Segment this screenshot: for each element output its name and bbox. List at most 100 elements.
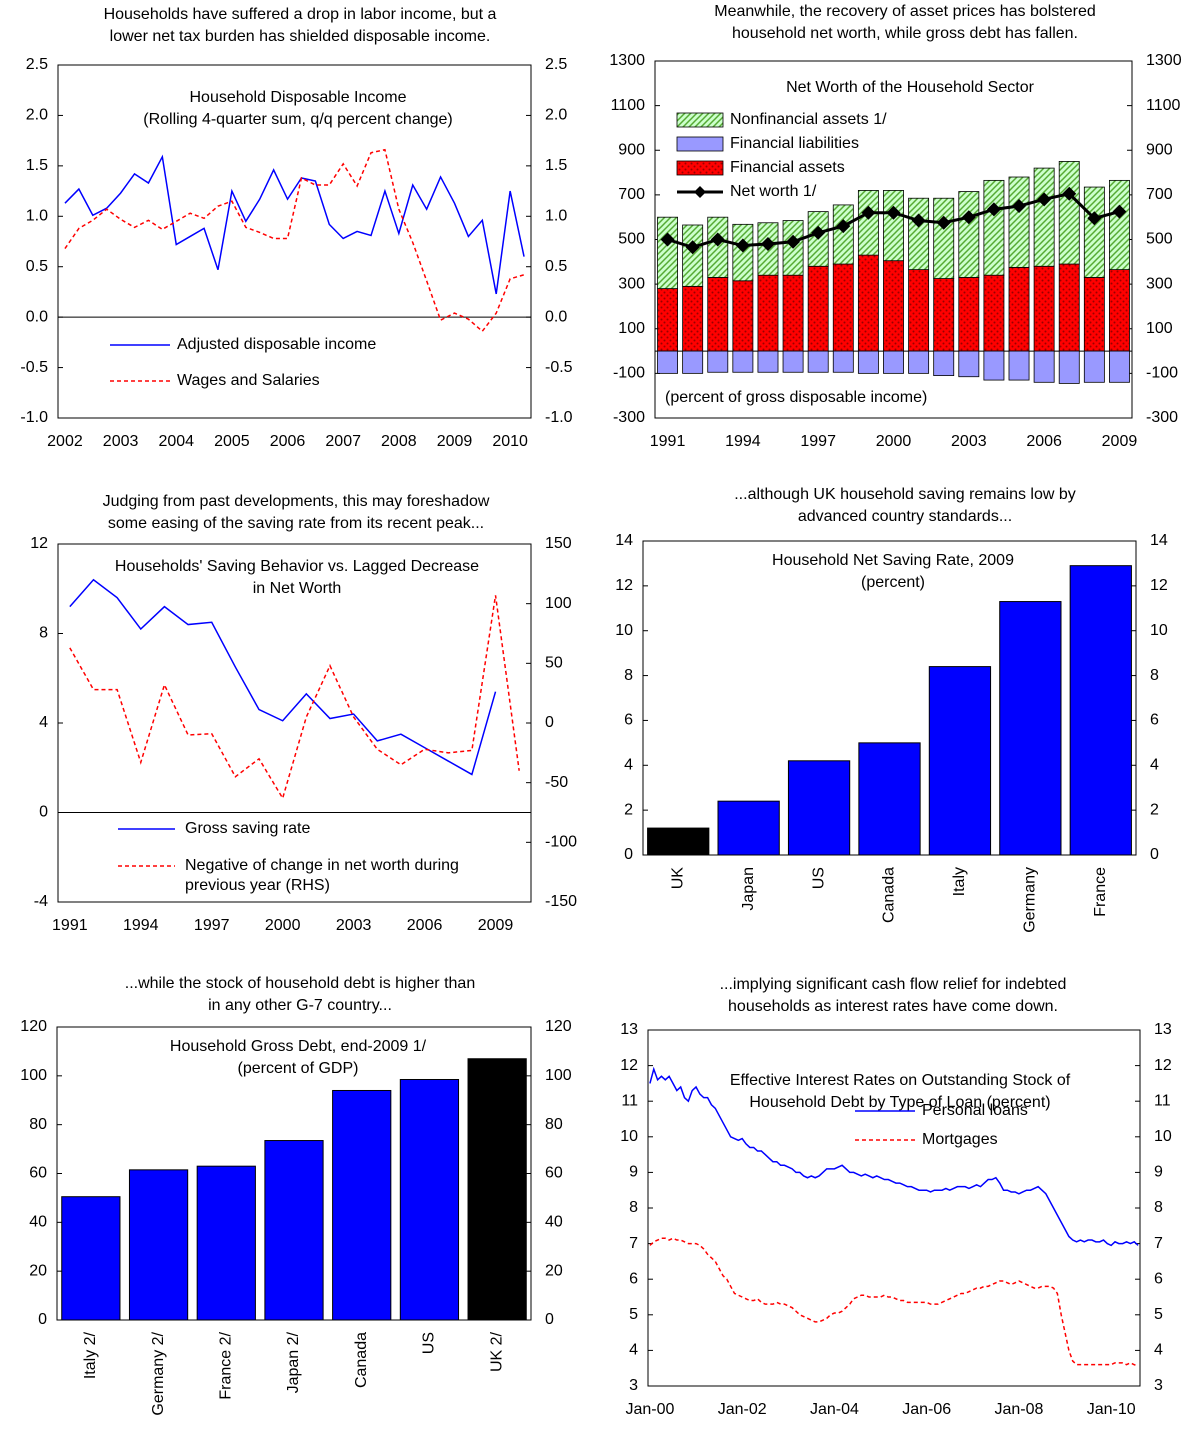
- x-tick-label: 2006: [407, 917, 443, 934]
- line-marker: [1087, 211, 1102, 226]
- bar: [647, 827, 710, 856]
- chart-caption: ...while the stock of household debt is …: [125, 975, 475, 992]
- plot-title: (percent): [861, 574, 925, 591]
- x-tick-label: 2003: [103, 433, 139, 450]
- y-tick-label: -0.5: [20, 359, 48, 376]
- line-marker: [1112, 204, 1127, 219]
- x-tick-label: US: [810, 867, 827, 889]
- bar: [399, 1078, 460, 1321]
- bar-segment: [933, 197, 955, 279]
- chart-caption: advanced country standards...: [798, 508, 1012, 525]
- x-tick-label: 2006: [1026, 433, 1062, 450]
- bar-segment: [908, 350, 930, 374]
- y-right-tick-label: 11: [1154, 1092, 1171, 1109]
- plot-title: Household Disposable Income: [189, 89, 406, 106]
- x-tick-label: 2002: [47, 433, 83, 450]
- y-tick-label: 10: [615, 622, 633, 639]
- y-tick-label: 12: [620, 1057, 638, 1074]
- bar: [1069, 565, 1132, 856]
- legend-label: Mortgages: [922, 1131, 998, 1148]
- line-marker: [986, 202, 1001, 217]
- bar-segment: [908, 269, 930, 352]
- bar: [928, 666, 992, 856]
- x-tick-label: Italy 2/: [82, 1331, 99, 1379]
- y-tick-label: 12: [615, 577, 633, 594]
- x-tick-label: 1997: [800, 433, 836, 450]
- y-right-tick-label: 80: [545, 1116, 563, 1133]
- y-right-tick-label: 1.0: [545, 208, 567, 225]
- bar-segment: [933, 278, 955, 352]
- bar-segment: [782, 274, 804, 352]
- y2-tick-label: -150: [545, 893, 577, 910]
- y-right-tick-label: -0.5: [545, 359, 573, 376]
- bar-segment: [958, 277, 980, 352]
- line-marker: [811, 225, 826, 240]
- plot-title: Household Net Saving Rate, 2009: [772, 552, 1014, 569]
- y-right-tick-label: 10: [1154, 1128, 1172, 1145]
- y-tick-label: 60: [29, 1165, 47, 1182]
- line-series: [69, 578, 497, 776]
- line-marker: [685, 240, 700, 255]
- bar: [264, 1140, 324, 1321]
- y2-tick-label: -100: [545, 834, 577, 851]
- x-tick-label: 2007: [325, 433, 361, 450]
- y-tick-label: 9: [629, 1164, 638, 1181]
- bar-segment: [1083, 277, 1105, 352]
- y-tick-label: 100: [20, 1067, 47, 1084]
- bar: [128, 1169, 189, 1321]
- x-tick-label: 2009: [1102, 433, 1138, 450]
- y-right-tick-label: 2.5: [545, 56, 567, 73]
- y-tick-label: 100: [618, 320, 645, 337]
- chart-caption: ...although UK household saving remains …: [734, 486, 1076, 503]
- bar-segment: [1109, 269, 1130, 352]
- y2-tick-label: 150: [545, 535, 572, 552]
- bar-segment: [933, 350, 955, 377]
- x-tick-label: 2009: [478, 917, 514, 934]
- x-tick-label: France: [1092, 867, 1109, 917]
- y-tick-label: 300: [618, 275, 645, 292]
- line-marker: [760, 236, 775, 251]
- y-tick-label: 0.5: [26, 258, 48, 275]
- legend-label: Gross saving rate: [185, 820, 311, 837]
- y-right-tick-label: 100: [1146, 320, 1173, 337]
- y-tick-label: 120: [20, 1018, 47, 1035]
- bar-segment: [1008, 350, 1030, 381]
- y-right-tick-label: 10: [1150, 622, 1168, 639]
- plot-title: in Net Worth: [253, 580, 342, 597]
- y-tick-label: 2.0: [26, 107, 48, 124]
- y-right-tick-label: -1.0: [545, 409, 573, 426]
- y-right-tick-label: 12: [1150, 577, 1168, 594]
- bar-segment: [1058, 263, 1080, 352]
- legend-box: Negative of change in net worth during p…: [185, 857, 459, 894]
- bar-segment: [707, 350, 729, 373]
- y-tick-label: 80: [29, 1116, 47, 1133]
- x-tick-label: 1994: [123, 917, 159, 934]
- bar-segment: [857, 350, 879, 374]
- y-right-tick-label: 12: [1154, 1057, 1172, 1074]
- legend-label: Negative of change in net worth during p…: [185, 857, 459, 894]
- x-tick-label: UK 2/: [488, 1331, 505, 1372]
- bar-segment: [832, 204, 854, 265]
- y-tick-label: 0: [624, 846, 633, 863]
- y-right-tick-label: 20: [545, 1262, 563, 1279]
- x-tick-label: 2000: [265, 917, 301, 934]
- y-tick-label: 40: [29, 1214, 47, 1231]
- plot-title: Household Gross Debt, end-2009 1/: [170, 1038, 427, 1055]
- x-tick-label: Jan-08: [994, 1401, 1043, 1418]
- x-tick-label: 2009: [437, 433, 473, 450]
- y-right-tick-label: 1.5: [545, 157, 567, 174]
- y-tick-label: 500: [618, 231, 645, 248]
- plot-note: (percent of gross disposable income): [665, 389, 927, 406]
- chart-caption: lower net tax burden has shielded dispos…: [110, 28, 491, 45]
- bar-segment: [1109, 179, 1130, 271]
- y2-tick-label: 100: [545, 595, 572, 612]
- bar: [61, 1196, 121, 1321]
- y-right-tick-label: 120: [545, 1018, 572, 1035]
- y-right-tick-label: 100: [545, 1067, 572, 1084]
- y-right-tick-label: 7: [1154, 1235, 1163, 1252]
- line-marker: [836, 219, 851, 234]
- y-tick-label: 1.0: [26, 208, 48, 225]
- bar-segment: [883, 190, 904, 262]
- bar-segment: [732, 350, 754, 373]
- y-right-tick-label: 9: [1154, 1164, 1163, 1181]
